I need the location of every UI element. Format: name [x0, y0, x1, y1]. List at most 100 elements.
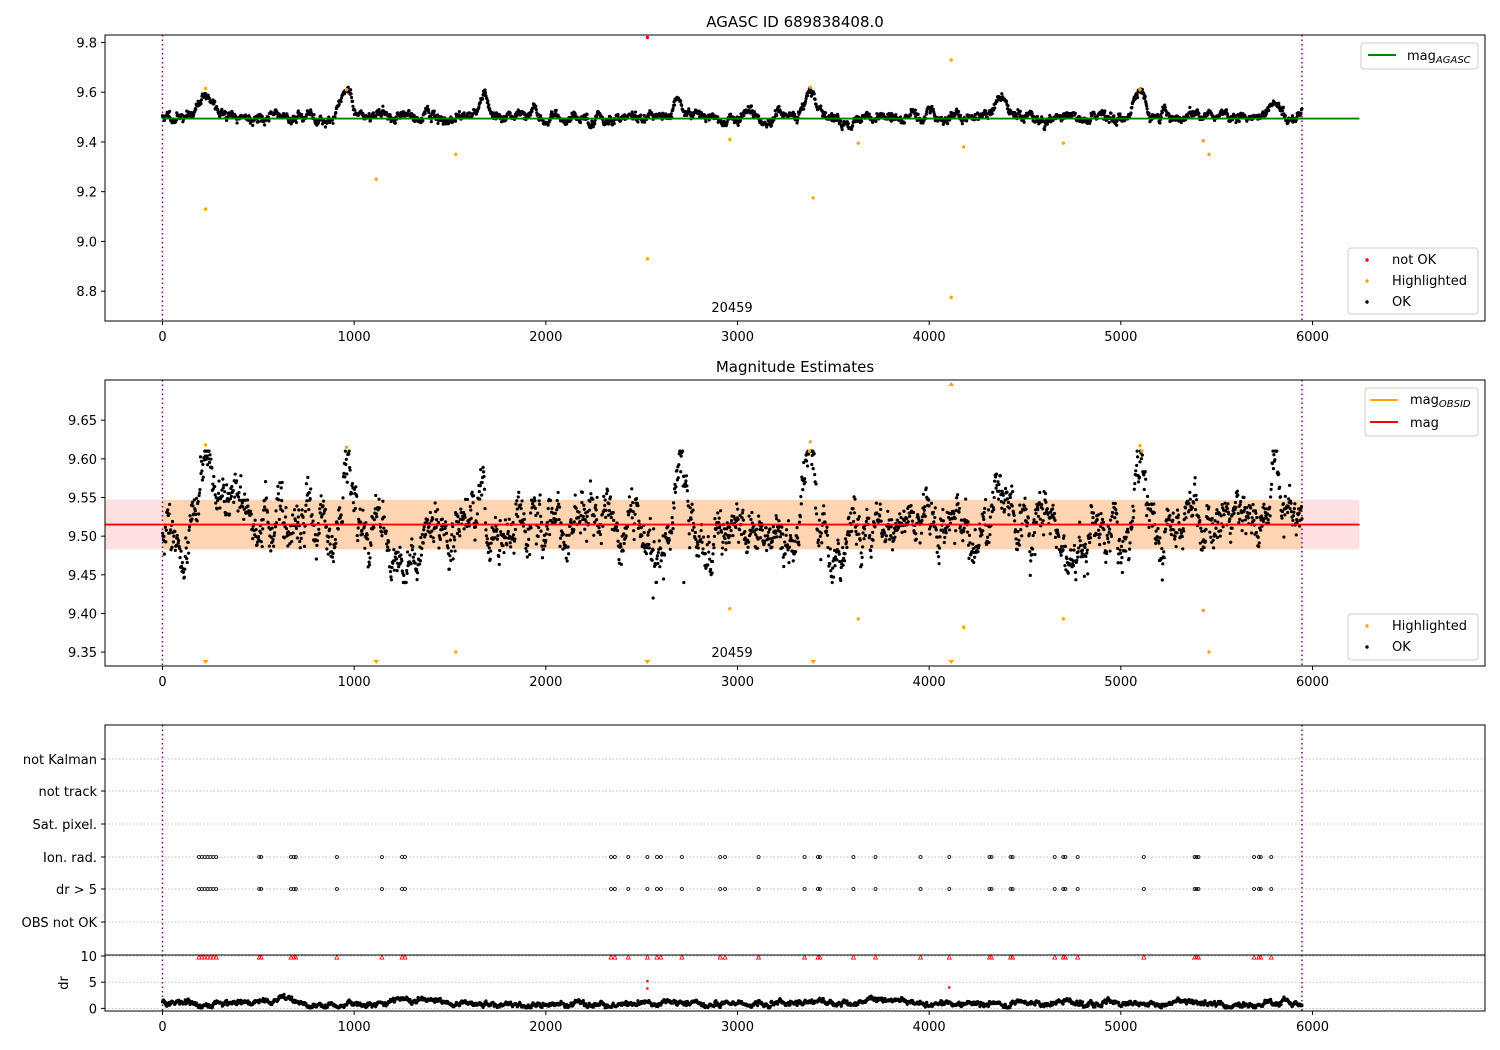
ok-point [431, 517, 435, 521]
ok-point [415, 567, 419, 572]
highlighted-legend-label-2: Highlighted [1392, 619, 1467, 634]
ok-point [997, 482, 1001, 486]
ok-point [511, 533, 516, 537]
ok-point [367, 563, 372, 567]
ok-point [1062, 534, 1066, 538]
ok-point [881, 112, 886, 116]
ok-point [413, 552, 417, 556]
ok-point [889, 525, 893, 529]
ok-point [799, 495, 803, 499]
flag-event-marker [816, 855, 820, 859]
ok-point [192, 498, 196, 502]
ok-point [199, 98, 204, 102]
ok-point [653, 563, 658, 567]
ok-point [830, 580, 834, 585]
ok-point [1179, 531, 1183, 535]
ok-point [639, 113, 643, 117]
ok-point [1210, 516, 1214, 521]
ok-point [703, 552, 707, 556]
ok-point [601, 524, 605, 528]
ok-point [251, 537, 255, 541]
ok-point [923, 505, 927, 509]
ok-point [522, 512, 526, 516]
ok-point [213, 484, 217, 489]
ok-point [1032, 531, 1037, 535]
ok-point [420, 532, 424, 537]
ok-point [282, 536, 287, 540]
agasc-lower-legend-box [1347, 247, 1479, 315]
ok-point [773, 535, 777, 539]
ok-point [793, 112, 797, 116]
ok-point [221, 486, 225, 490]
ok-point [1146, 502, 1151, 507]
ok-point [1160, 578, 1164, 582]
ok-point [686, 499, 690, 503]
ok-point [652, 527, 656, 531]
agasc-legend-label-sub: AGASC [1435, 55, 1471, 66]
ok-point [164, 540, 168, 544]
ok-point [187, 551, 191, 555]
ok-point [502, 551, 506, 555]
highlighted-point [1207, 152, 1211, 157]
agasc-legend-label-main: mag [1407, 49, 1436, 64]
flag-event-marker [655, 855, 659, 859]
ok-point [550, 506, 554, 510]
ok-point [195, 496, 199, 500]
ok-point [309, 108, 313, 112]
ok-point [366, 537, 370, 541]
flag-event-marker [1008, 855, 1013, 859]
ok-point [583, 527, 587, 531]
ok-point [836, 538, 840, 542]
ok-point [170, 545, 174, 549]
ok-point [595, 518, 599, 522]
flag-event-marker [756, 855, 761, 859]
ok-point [1175, 508, 1180, 512]
x-tick-label: 5000 [1104, 330, 1137, 345]
ok-point [858, 538, 862, 542]
ok-point [738, 513, 742, 518]
ok-point [1082, 574, 1087, 578]
ok-point [177, 539, 181, 543]
ok-point [943, 535, 947, 540]
ok-point [1041, 519, 1045, 523]
ok-point [1239, 500, 1243, 504]
ok-point [1037, 501, 1041, 505]
ok-point [801, 488, 805, 492]
ok-point [545, 521, 549, 525]
ok-point [411, 555, 415, 559]
highlighted-point [203, 443, 208, 447]
ok-point [432, 109, 436, 113]
ok-point [1263, 507, 1267, 511]
ok-point [197, 491, 202, 495]
highlighted-point [728, 607, 732, 611]
ok-point [1193, 507, 1198, 512]
ok-point [745, 550, 749, 554]
ok-point [331, 121, 335, 125]
ok-point [1160, 110, 1164, 115]
ok-point [775, 535, 779, 539]
ok-point [490, 113, 494, 117]
ok-point [1033, 552, 1037, 557]
ok-point [900, 530, 904, 534]
ok-point [1154, 541, 1158, 546]
ok-point [338, 506, 342, 510]
ok-point [386, 540, 391, 544]
ok-point [546, 527, 550, 531]
ok-point [669, 112, 673, 116]
ok-point [1078, 520, 1082, 524]
highlighted-point [1140, 449, 1144, 453]
ok-point [160, 531, 165, 535]
ok-point [197, 493, 201, 498]
ok-point [516, 495, 520, 499]
ok-point [673, 482, 677, 487]
ok-point [282, 521, 286, 525]
ok-point [1300, 107, 1304, 111]
ok-point [955, 496, 959, 500]
ok-point [1032, 520, 1036, 525]
ok-point [860, 563, 864, 567]
ok-point [1000, 506, 1004, 510]
ok-point [323, 125, 328, 129]
ok-point [887, 527, 891, 531]
ok-point [922, 508, 926, 512]
ok-point [813, 506, 818, 510]
